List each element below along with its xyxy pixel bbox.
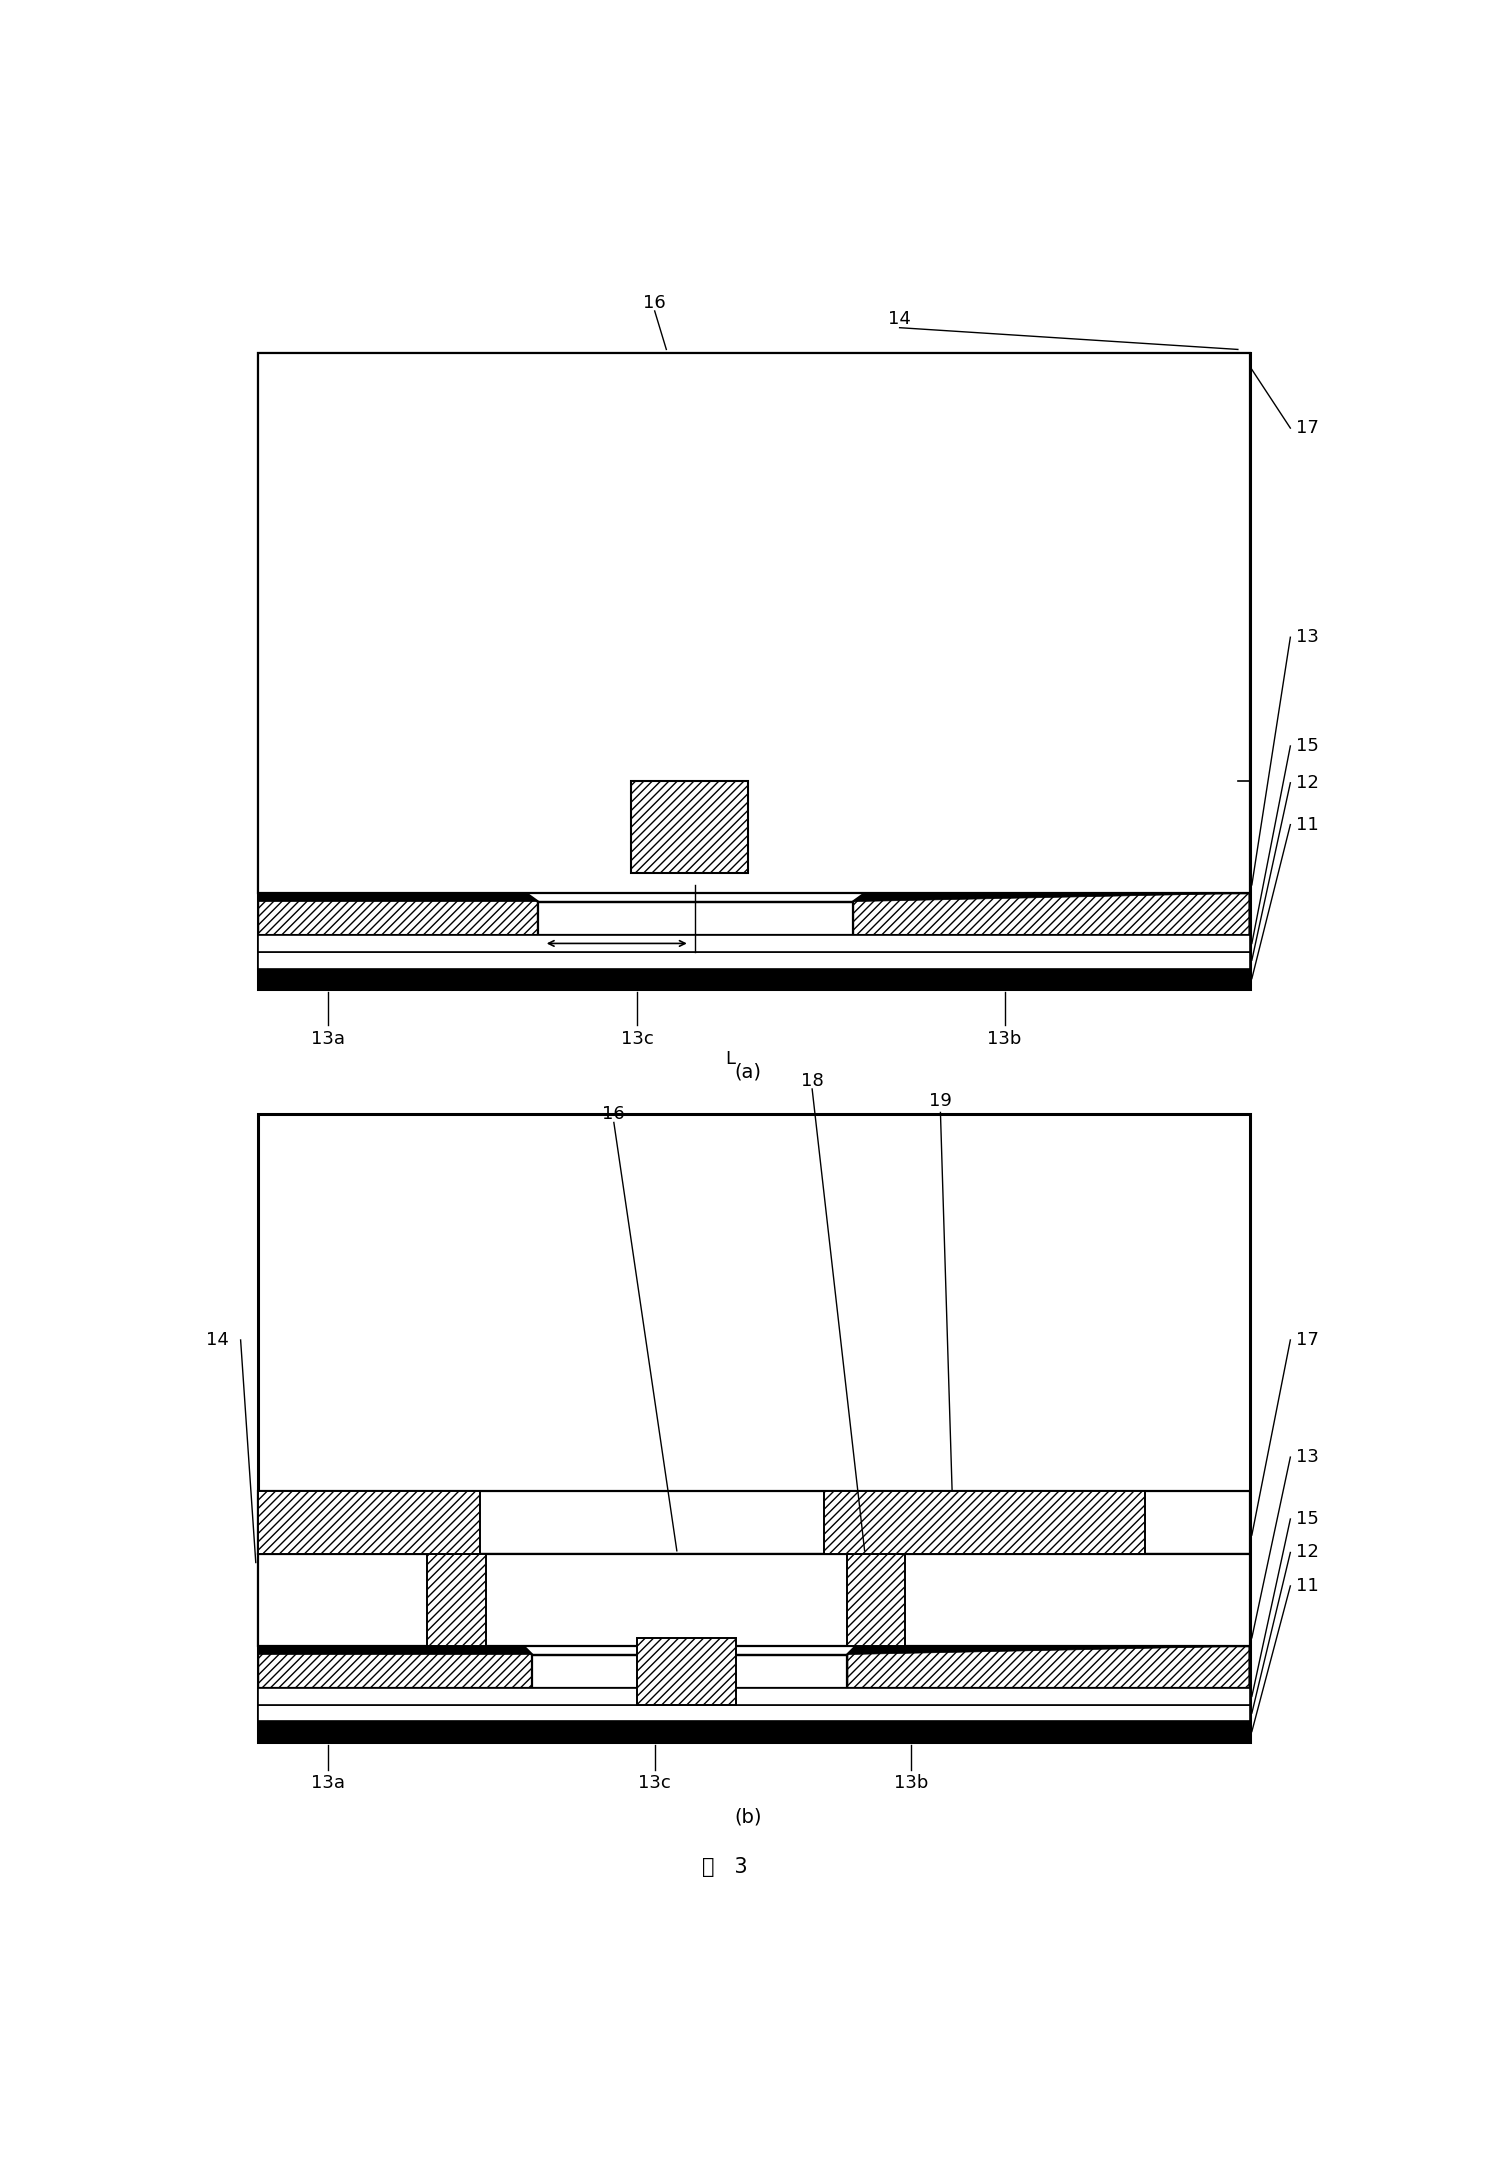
Polygon shape xyxy=(847,1647,1249,1654)
Bar xyxy=(259,1491,480,1554)
Text: 11: 11 xyxy=(1296,815,1318,834)
Text: 16: 16 xyxy=(602,1106,625,1123)
Bar xyxy=(259,1115,1249,1741)
Bar xyxy=(259,1721,1249,1741)
Text: 17: 17 xyxy=(1296,419,1318,437)
Bar xyxy=(259,969,1249,989)
Bar xyxy=(632,780,748,874)
Text: 15: 15 xyxy=(1296,737,1318,754)
Bar xyxy=(847,1554,906,1647)
Bar xyxy=(427,1554,486,1647)
Text: 18: 18 xyxy=(801,1071,823,1089)
Bar xyxy=(823,1491,1145,1554)
Text: 16: 16 xyxy=(643,293,667,311)
Text: 図   3: 図 3 xyxy=(701,1858,748,1877)
Text: 13: 13 xyxy=(1296,1447,1318,1467)
Text: 13: 13 xyxy=(1296,628,1318,645)
Bar xyxy=(259,352,1249,893)
Polygon shape xyxy=(853,893,1249,934)
Polygon shape xyxy=(259,1647,533,1688)
Text: 15: 15 xyxy=(1296,1510,1318,1528)
Text: (a): (a) xyxy=(734,1063,762,1082)
Text: 14: 14 xyxy=(888,311,911,328)
Bar xyxy=(539,902,853,934)
Bar xyxy=(259,352,1249,989)
Polygon shape xyxy=(847,1647,1249,1688)
Text: 17: 17 xyxy=(1296,1332,1318,1349)
Bar xyxy=(637,1638,736,1706)
Text: 13b: 13b xyxy=(894,1775,929,1793)
Text: 19: 19 xyxy=(929,1091,951,1110)
Text: 13b: 13b xyxy=(987,1030,1022,1047)
Bar xyxy=(259,1491,1249,1554)
Text: 11: 11 xyxy=(1296,1578,1318,1595)
Text: 12: 12 xyxy=(1296,774,1318,791)
Text: 12: 12 xyxy=(1296,1543,1318,1562)
Text: 13c: 13c xyxy=(638,1775,671,1793)
Bar xyxy=(259,1688,1249,1706)
Polygon shape xyxy=(853,893,1249,902)
Bar xyxy=(259,934,1249,952)
Polygon shape xyxy=(259,893,539,934)
Text: L: L xyxy=(725,1050,736,1067)
Bar xyxy=(259,1706,1249,1721)
Bar xyxy=(259,952,1249,969)
Text: 13c: 13c xyxy=(620,1030,653,1047)
Text: 13a: 13a xyxy=(312,1775,345,1793)
Polygon shape xyxy=(259,893,539,902)
Bar xyxy=(259,1554,1249,1647)
Text: 14: 14 xyxy=(206,1332,229,1349)
Text: 13a: 13a xyxy=(312,1030,345,1047)
Bar xyxy=(533,1654,847,1688)
Polygon shape xyxy=(259,1647,533,1654)
Text: (b): (b) xyxy=(734,1808,762,1825)
